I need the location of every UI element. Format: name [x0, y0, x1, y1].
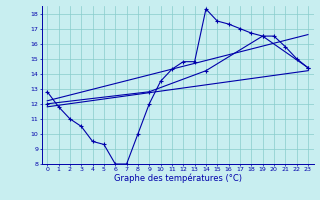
X-axis label: Graphe des températures (°C): Graphe des températures (°C)	[114, 174, 242, 183]
